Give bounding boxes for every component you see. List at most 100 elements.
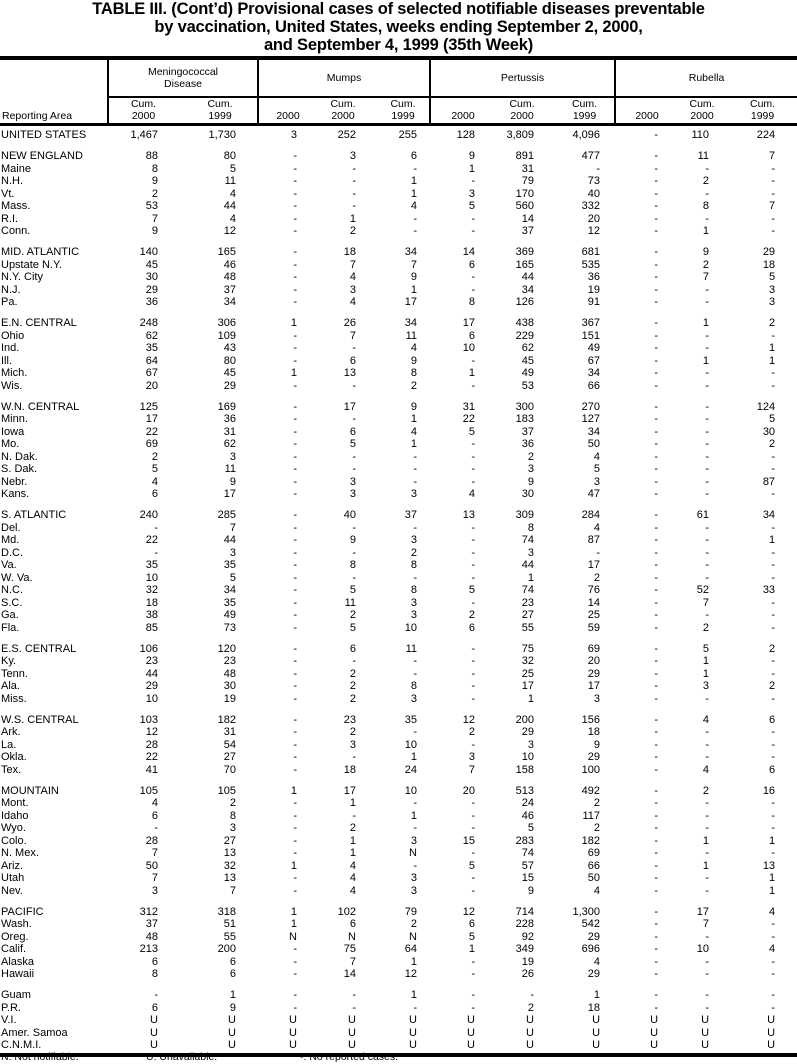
value-cell: 48 (223, 667, 236, 680)
value-cell: 8 (349, 559, 356, 572)
value-cell: 255 (398, 129, 417, 142)
value-cell: - (771, 463, 776, 476)
value-cell: - (352, 546, 356, 559)
value-cell: 1 (349, 797, 356, 810)
value-cell: - (352, 655, 356, 668)
value-cell: 7 (349, 258, 356, 271)
value-cell: 61 (696, 509, 710, 522)
value-cell: 59 (587, 621, 601, 634)
value-cell: 19 (521, 955, 534, 968)
value-cell: U (409, 1014, 417, 1027)
value-cell: - (705, 212, 710, 225)
value-cell: 3 (349, 488, 356, 501)
value-cell: 11 (224, 175, 236, 188)
value-cell: 1 (702, 317, 710, 330)
table-body: UNITED STATES 1,467 1,730 3 252 255 128 3,809 4,… (0, 125, 797, 1057)
value-cell: 8 (410, 367, 417, 380)
value-cell: 158 (515, 763, 534, 776)
value-cell: - (771, 955, 776, 968)
value-cell: - (352, 809, 356, 822)
value-cell: - (293, 488, 297, 501)
value-cell: 3 (410, 596, 417, 609)
value-cell: 369 (515, 246, 534, 259)
reporting-area-cell: Amer. Samoa (1, 1026, 68, 1039)
value-cell: 12 (462, 905, 475, 918)
value-cell: 1 (468, 162, 475, 175)
table-row: Minn. 17 36 - - 1 22 183 127 - - 5 (0, 413, 797, 426)
value-cell: 1 (768, 534, 776, 547)
value-cell: 28 (145, 738, 158, 751)
value-cell: - (293, 200, 297, 213)
value-cell: 125 (139, 400, 158, 413)
value-cell: 74 (521, 847, 534, 860)
value-cell: 67 (587, 354, 601, 367)
reporting-area-cell: V.I. (1, 1014, 17, 1027)
value-cell: 165 (515, 258, 534, 271)
value-cell: 34 (223, 296, 236, 309)
value-cell: 349 (515, 943, 534, 956)
value-cell: - (654, 150, 659, 163)
value-cell: - (654, 425, 659, 438)
value-cell: 34 (587, 425, 601, 438)
value-cell: 3 (768, 296, 776, 309)
value-cell: 224 (756, 129, 776, 142)
value-cell: 17 (696, 905, 710, 918)
value-cell: 714 (515, 905, 534, 918)
value-cell: 9 (410, 400, 417, 413)
value-cell: 13 (462, 509, 475, 522)
value-cell: - (654, 655, 659, 668)
value-cell: 8 (702, 200, 710, 213)
value-cell: 62 (521, 342, 534, 355)
value-cell: 2 (151, 450, 158, 463)
value-cell: - (413, 571, 417, 584)
value-cell: 2 (349, 726, 356, 739)
value-cell: - (293, 187, 297, 200)
value-cell: 75 (343, 943, 356, 956)
value-cell: 67 (145, 367, 158, 380)
value-cell: - (154, 822, 158, 835)
reporting-area-cell: N.Y. City (1, 271, 43, 284)
value-cell: 165 (217, 246, 236, 259)
value-cell: - (705, 379, 710, 392)
value-cell: U (675, 1039, 731, 1057)
value-cell: - (705, 609, 710, 622)
value-cell: 103 (139, 713, 158, 726)
value-cell: - (705, 296, 710, 309)
table-row: Idaho 6 8 - - 1 - 46 117 - - - (0, 810, 797, 823)
value-cell: - (771, 738, 776, 751)
value-cell: - (413, 212, 417, 225)
value-cell: 4 (410, 200, 417, 213)
value-cell: 3 (702, 680, 710, 693)
value-cell: 1 (290, 317, 297, 330)
value-cell: 4 (151, 475, 158, 488)
value-cell: - (471, 884, 475, 897)
value-cell: 38 (145, 609, 158, 622)
table-row: Ariz. 50 32 1 4-5 57 66-1 13 (0, 860, 797, 873)
value-cell: 19 (587, 283, 601, 296)
value-cell: 2 (527, 1001, 534, 1014)
value-cell: 1,730 (208, 129, 236, 142)
value-cell: - (293, 751, 297, 764)
value-cell: 151 (581, 329, 601, 342)
value-cell: - (705, 738, 710, 751)
table-row: Nebr. 4 9 - 3 - - 9 3 - - 87 (0, 476, 797, 489)
value-cell: 5 (527, 822, 534, 835)
table-row: P.R. 6 9 - - - - 2 18 - - - (0, 1002, 797, 1015)
value-cell: 87 (762, 475, 776, 488)
value-cell: - (293, 609, 297, 622)
value-cell: U (310, 1039, 370, 1057)
value-cell: - (771, 596, 776, 609)
table-row: Wash. 37 51 1 6 2 6 228 542 - 7 - (0, 918, 797, 931)
value-cell: - (654, 258, 659, 271)
value-cell: - (771, 367, 776, 380)
value-cell: 10 (462, 342, 475, 355)
value-cell: - (293, 559, 297, 572)
value-cell: 285 (217, 509, 236, 522)
value-cell: 183 (515, 413, 534, 426)
value-cell: 17 (587, 680, 601, 693)
value-cell: - (654, 546, 659, 559)
value-cell: 10 (404, 784, 417, 797)
footnote-unavailable: U: Unavailable. (146, 1051, 218, 1063)
value-cell: - (471, 642, 475, 655)
value-cell: 45 (521, 354, 534, 367)
